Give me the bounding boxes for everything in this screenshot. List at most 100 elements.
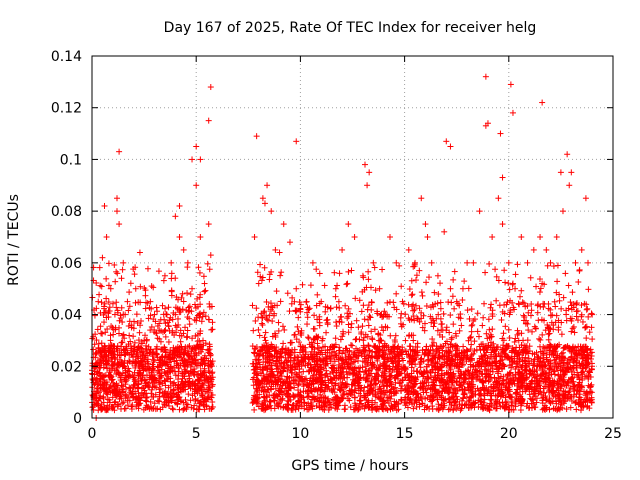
data-point	[505, 280, 512, 287]
data-point	[159, 302, 166, 309]
data-point	[259, 195, 266, 202]
data-point	[589, 311, 596, 318]
data-point	[118, 275, 125, 282]
data-point	[332, 285, 339, 292]
data-point	[343, 281, 350, 288]
data-point	[136, 329, 143, 336]
data-point	[209, 319, 216, 326]
data-point	[565, 282, 572, 289]
data-point	[348, 267, 355, 274]
data-point	[304, 321, 311, 328]
data-point	[257, 273, 264, 280]
data-point	[176, 202, 183, 209]
data-point	[448, 299, 455, 306]
data-point	[365, 268, 372, 275]
data-point	[405, 301, 412, 308]
data-point	[512, 271, 519, 278]
data-point	[588, 310, 595, 317]
data-point	[539, 99, 546, 106]
data-point	[261, 264, 268, 271]
data-point	[402, 337, 409, 344]
data-point	[419, 292, 426, 299]
data-point	[341, 406, 348, 413]
data-point	[186, 321, 193, 328]
x-tick-label: 10	[291, 426, 309, 442]
data-point	[437, 280, 444, 287]
data-point	[277, 272, 284, 279]
data-point	[209, 398, 216, 405]
data-point	[257, 261, 264, 268]
data-point	[269, 318, 276, 325]
data-point	[423, 279, 430, 286]
data-point	[556, 297, 563, 304]
data-point	[255, 280, 262, 287]
data-point	[259, 322, 266, 329]
data-point	[475, 333, 482, 340]
data-point	[279, 323, 286, 330]
data-point	[468, 306, 475, 313]
data-point	[498, 316, 505, 323]
data-point	[416, 267, 423, 274]
data-point	[353, 336, 360, 343]
x-axis-label: GPS time / hours	[291, 458, 408, 474]
data-point	[497, 393, 504, 400]
data-point	[368, 298, 375, 305]
x-tick-label: 0	[88, 426, 97, 442]
data-point	[471, 338, 478, 345]
data-point	[497, 130, 504, 137]
data-point	[545, 336, 552, 343]
data-point	[297, 301, 304, 308]
data-point	[418, 195, 425, 202]
data-point	[469, 321, 476, 328]
grid	[92, 56, 613, 418]
y-tick-label: 0.04	[51, 308, 82, 324]
data-point	[177, 338, 184, 345]
data-point	[194, 295, 201, 302]
data-point	[101, 202, 108, 209]
data-point	[303, 299, 310, 306]
data-point	[176, 406, 183, 413]
data-point	[149, 366, 156, 373]
data-point	[447, 143, 454, 150]
data-point	[205, 117, 212, 124]
data-point	[309, 259, 316, 266]
data-point	[505, 326, 512, 333]
data-point	[162, 333, 169, 340]
data-point	[537, 234, 544, 240]
data-point	[387, 332, 394, 339]
data-point	[99, 254, 106, 261]
data-point	[150, 284, 157, 291]
data-point	[408, 277, 415, 284]
data-point	[485, 316, 492, 323]
data-point	[91, 312, 98, 319]
data-point	[518, 330, 525, 337]
data-point	[208, 326, 215, 333]
data-point	[281, 326, 288, 333]
data-point	[262, 329, 269, 336]
data-point	[205, 316, 212, 323]
x-tick-label: 5	[192, 426, 201, 442]
data-point	[98, 283, 105, 290]
data-point	[563, 311, 570, 318]
data-point	[464, 307, 471, 314]
data-point	[518, 287, 525, 294]
data-point	[408, 292, 415, 299]
data-point	[547, 312, 554, 319]
data-point	[417, 364, 424, 371]
data-point	[263, 312, 270, 319]
data-point	[180, 246, 187, 253]
data-point	[416, 305, 423, 312]
data-point	[200, 273, 207, 280]
data-point	[337, 336, 344, 343]
data-point	[133, 311, 140, 318]
data-point	[435, 291, 442, 298]
data-point	[299, 281, 306, 288]
data-point	[114, 195, 121, 202]
data-point	[495, 195, 502, 202]
data-point	[310, 325, 317, 332]
data-point	[441, 228, 448, 235]
data-point	[518, 234, 525, 240]
data-point	[174, 315, 181, 322]
data-point	[178, 294, 185, 301]
data-point	[570, 323, 577, 330]
